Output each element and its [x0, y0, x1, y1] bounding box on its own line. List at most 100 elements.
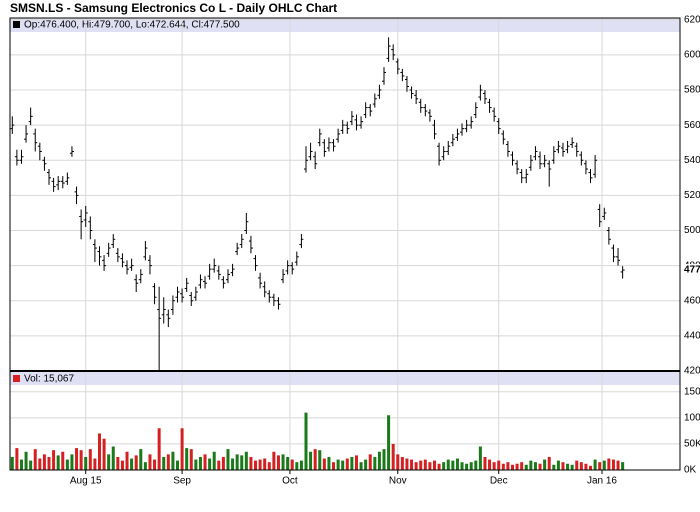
- y-tick-label: 50K: [684, 439, 700, 450]
- volume-bar: [533, 462, 537, 470]
- volume-bar: [455, 458, 459, 470]
- volume-bar: [276, 455, 280, 470]
- x-tick-label: Nov: [389, 476, 407, 487]
- volume-bar: [116, 456, 120, 470]
- volume-bar: [75, 448, 79, 470]
- x-tick-label: Oct: [282, 476, 298, 487]
- volume-bar: [423, 459, 427, 470]
- volume-bar: [405, 458, 409, 470]
- volume-bar: [240, 455, 244, 470]
- volume-bar: [235, 454, 239, 470]
- volume-bar: [286, 456, 290, 470]
- volume-bar: [410, 459, 414, 470]
- volume-bar: [400, 456, 404, 470]
- volume-bar: [42, 454, 46, 470]
- legend-swatch: [13, 21, 20, 28]
- volume-bar: [442, 462, 446, 470]
- volume-bar: [217, 460, 221, 470]
- volume-bar: [70, 454, 74, 470]
- volume-bar: [524, 464, 528, 470]
- volume-bar: [143, 462, 147, 470]
- volume-bar: [318, 450, 322, 470]
- volume-bar: [84, 456, 88, 470]
- y-tick-label: 560.000: [684, 120, 700, 131]
- volume-bar: [501, 463, 505, 470]
- x-tick-label: Jan 16: [587, 476, 617, 487]
- y-tick-label: 520.000: [684, 190, 700, 201]
- y-tick-label: 580.000: [684, 85, 700, 96]
- volume-bar: [345, 458, 349, 470]
- volume-bar: [373, 456, 377, 470]
- volume-bar: [254, 460, 258, 470]
- volume-bar: [208, 458, 212, 470]
- legend-band: [10, 372, 680, 385]
- volume-bar: [29, 460, 33, 470]
- y-tick-label: 540.000: [684, 155, 700, 166]
- volume-bar: [561, 462, 565, 470]
- volume-bar: [589, 465, 593, 470]
- volume-bar: [543, 459, 547, 470]
- volume-bar: [313, 449, 317, 470]
- volume-bar: [267, 462, 271, 470]
- volume-bar: [446, 459, 450, 470]
- y-tick-label: 420.000: [684, 366, 700, 377]
- legend-band: [10, 18, 680, 32]
- volume-bar: [111, 446, 115, 470]
- volume-bar: [579, 462, 583, 470]
- volume-bar: [387, 415, 391, 470]
- volume-bar: [515, 463, 519, 470]
- volume-bar: [382, 449, 386, 470]
- volume-bar: [148, 454, 152, 470]
- volume-bar: [478, 446, 482, 470]
- volume-bar: [584, 463, 588, 470]
- volume-bar: [552, 464, 556, 470]
- chart-title: SMSN.LS - Samsung Electronics Co L - Dai…: [10, 1, 337, 15]
- volume-bar: [428, 462, 432, 470]
- volume-bar: [336, 459, 340, 470]
- volume-bar: [97, 433, 101, 470]
- volume-bar: [350, 456, 354, 470]
- volume-bar: [593, 459, 597, 470]
- volume-bar: [570, 464, 574, 470]
- volume-bar: [598, 462, 602, 470]
- volume-bar: [451, 460, 455, 470]
- y-tick-label: 600.000: [684, 50, 700, 61]
- volume-bar: [10, 456, 14, 470]
- volume-bar: [506, 462, 510, 470]
- volume-bar: [377, 451, 381, 470]
- y-tick-label: 500.000: [684, 225, 700, 236]
- volume-bar: [231, 458, 235, 470]
- volume-bar: [52, 450, 56, 470]
- volume-bar: [322, 458, 326, 470]
- volume-bar: [203, 454, 207, 470]
- volume-bar: [93, 458, 97, 470]
- volume-bar: [157, 428, 161, 470]
- volume-bar: [611, 459, 615, 470]
- volume-bar: [290, 459, 294, 470]
- volume-bar: [332, 462, 336, 470]
- legend-swatch: [13, 375, 20, 382]
- y-tick-label: 100K: [684, 412, 700, 423]
- volume-bar: [47, 456, 51, 470]
- volume-bar: [120, 460, 124, 470]
- volume-bar: [176, 460, 179, 470]
- volume-bar: [33, 449, 37, 470]
- y-tick-label: 440.000: [684, 331, 700, 342]
- volume-bar: [299, 460, 303, 470]
- volume-bar: [437, 463, 441, 470]
- volume-bar: [171, 451, 175, 470]
- volume-bar: [162, 456, 166, 470]
- volume-bar: [538, 463, 542, 470]
- volume-bar: [212, 451, 216, 470]
- volume-bar: [244, 451, 248, 470]
- price-legend: Op:476.400, Hi:479.700, Lo:472.644, Cl:4…: [24, 20, 240, 31]
- volume-bar: [56, 455, 60, 470]
- volume-bar: [134, 455, 138, 470]
- volume-bar: [396, 454, 400, 470]
- volume-bar: [19, 459, 23, 470]
- frame: [9, 17, 681, 471]
- volume-bar: [125, 451, 129, 470]
- volume-bar: [488, 459, 492, 470]
